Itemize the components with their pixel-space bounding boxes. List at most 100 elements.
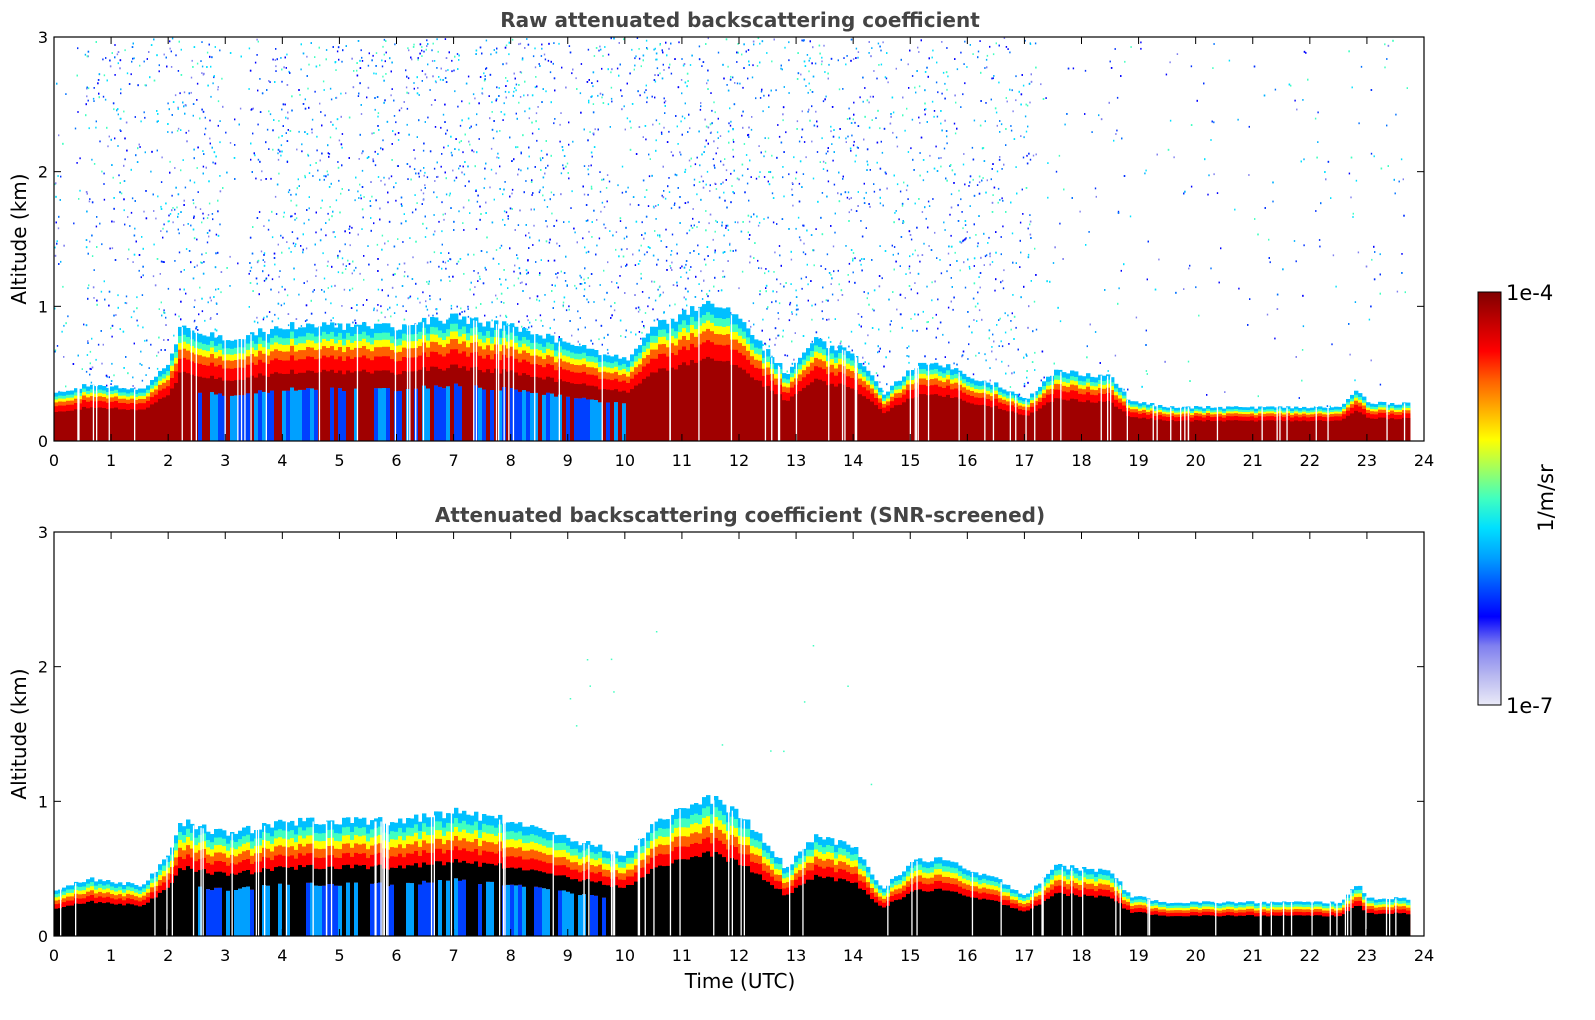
noise-speck — [398, 263, 401, 266]
noise-speck — [119, 328, 121, 330]
noise-speck — [452, 275, 454, 278]
noise-speck — [655, 205, 657, 207]
noise-speck — [503, 188, 505, 191]
noise-speck — [1033, 300, 1036, 303]
noise-speck — [656, 58, 658, 61]
noise-speck — [811, 340, 813, 343]
noise-speck — [931, 281, 933, 284]
noise-speck — [846, 196, 849, 199]
noise-speck — [775, 300, 777, 303]
noise-speck — [830, 130, 832, 133]
noise-speck — [65, 322, 67, 325]
noise-speck — [1000, 236, 1002, 238]
noise-speck — [863, 197, 865, 200]
noise-speck — [964, 238, 966, 241]
noise-speck — [316, 149, 318, 152]
noise-speck — [504, 46, 507, 49]
noise-speck — [708, 289, 711, 292]
noise-speck — [809, 89, 812, 91]
noise-speck — [489, 117, 491, 120]
noise-speck — [343, 288, 346, 291]
noise-speck — [1294, 99, 1296, 102]
noise-speck — [919, 152, 921, 154]
noise-speck — [912, 329, 914, 332]
noise-speck — [735, 249, 737, 252]
noise-speck — [375, 199, 377, 202]
noise-speck — [295, 318, 298, 320]
noise-speck — [719, 135, 722, 137]
noise-speck — [532, 55, 535, 58]
noise-speck — [579, 92, 582, 95]
noise-speck — [263, 264, 266, 267]
noise-speck — [696, 226, 698, 228]
noise-speck — [831, 293, 834, 296]
noise-speck — [935, 313, 937, 316]
noise-speck — [153, 210, 155, 212]
noise-speck — [1010, 328, 1012, 331]
noise-speck — [795, 227, 797, 230]
noise-speck — [323, 178, 325, 181]
noise-speck — [160, 208, 163, 210]
noise-speck — [320, 228, 322, 231]
noise-speck — [952, 308, 954, 311]
noise-speck — [569, 320, 571, 322]
noise-speck — [805, 85, 807, 87]
noise-speck — [475, 190, 477, 192]
noise-speck — [1055, 170, 1058, 173]
noise-speck — [271, 210, 273, 213]
noise-speck — [989, 367, 991, 369]
noise-speck — [715, 219, 717, 222]
noise-speck — [473, 253, 475, 256]
noise-speck — [777, 317, 780, 320]
noise-speck — [136, 161, 139, 163]
noise-speck — [832, 245, 835, 248]
noise-speck — [610, 317, 612, 319]
noise-speck — [671, 261, 673, 264]
noise-speck — [654, 96, 656, 99]
noise-speck — [178, 251, 181, 254]
noise-speck — [138, 254, 141, 256]
noise-speck — [362, 150, 364, 153]
noise-speck — [669, 265, 671, 267]
noise-speck — [833, 183, 836, 186]
noise-speck — [392, 130, 394, 132]
noise-speck — [294, 245, 296, 248]
noise-speck — [311, 131, 313, 134]
noise-speck — [710, 131, 712, 134]
noise-speck — [292, 242, 295, 245]
noise-speck — [670, 42, 672, 45]
noise-speck — [547, 259, 550, 262]
noise-speck — [545, 90, 547, 93]
noise-speck — [178, 40, 180, 43]
noise-speck — [593, 301, 595, 303]
noise-speck — [729, 242, 731, 245]
noise-speck — [354, 319, 356, 322]
noise-speck — [1052, 262, 1055, 264]
noise-speck — [57, 227, 60, 230]
noise-speck — [792, 183, 794, 185]
noise-speck — [423, 142, 425, 145]
noise-speck — [391, 286, 394, 289]
noise-speck — [873, 183, 875, 185]
noise-speck — [1016, 192, 1018, 195]
noise-speck — [204, 127, 207, 130]
noise-speck — [271, 320, 274, 323]
noise-speck — [393, 186, 395, 189]
noise-speck — [150, 170, 152, 173]
noise-speck — [1117, 210, 1120, 213]
noise-speck — [1295, 260, 1297, 263]
noise-speck — [991, 261, 994, 263]
noise-speck — [336, 50, 339, 53]
noise-speck — [357, 190, 359, 193]
noise-speck — [313, 289, 315, 291]
noise-speck — [925, 217, 927, 220]
noise-speck — [623, 38, 625, 41]
noise-speck — [652, 308, 654, 311]
noise-speck — [954, 58, 956, 60]
noise-speck — [314, 243, 316, 246]
noise-speck — [684, 287, 687, 290]
noise-speck — [167, 102, 169, 105]
noise-speck — [199, 286, 201, 289]
noise-speck — [479, 76, 482, 78]
noise-speck — [394, 273, 396, 275]
